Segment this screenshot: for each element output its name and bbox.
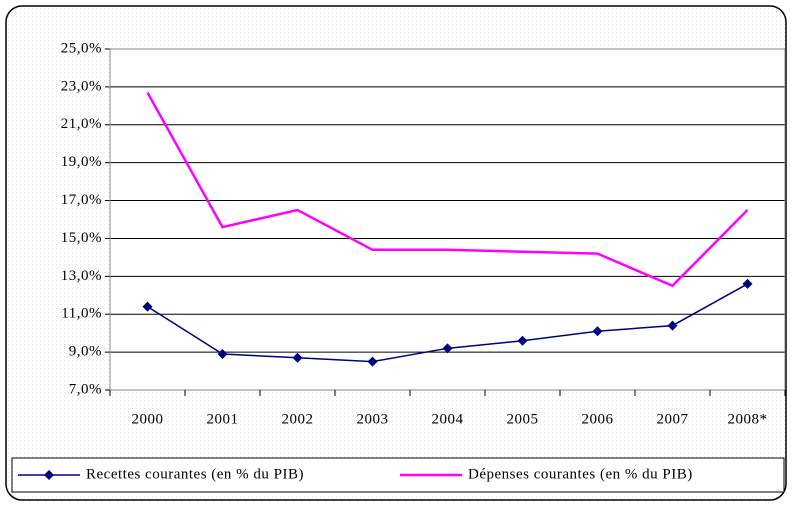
- point-marker: [517, 335, 528, 346]
- y-tick-label: 21,0%: [61, 116, 102, 132]
- point-marker: [142, 301, 153, 312]
- x-tick-label: 2000: [132, 411, 164, 427]
- y-tick-label: 19,0%: [61, 154, 102, 170]
- x-tick-label: 2004: [432, 411, 464, 427]
- plot-area: [110, 49, 785, 390]
- plot-border: [109, 48, 786, 391]
- point-marker: [367, 356, 378, 367]
- point-marker: [217, 349, 228, 360]
- point-marker: [667, 320, 678, 331]
- x-tick-label: 2001: [207, 411, 239, 427]
- y-tick-label: 23,0%: [61, 78, 102, 94]
- legend-marker: [44, 470, 54, 480]
- y-tick-label: 9,0%: [69, 344, 102, 360]
- y-tick-label: 17,0%: [61, 192, 102, 208]
- y-tick-label: 7,0%: [69, 381, 102, 397]
- point-marker: [742, 278, 753, 289]
- y-tick-label: 11,0%: [61, 306, 102, 322]
- x-tick-label: 2007: [657, 411, 689, 427]
- point-marker: [292, 352, 303, 363]
- y-tick-label: 25,0%: [61, 40, 102, 56]
- x-tick-label: 2008*: [728, 411, 768, 427]
- x-tick-label: 2003: [357, 411, 389, 427]
- legend-label: Recettes courantes (en % du PIB): [86, 466, 304, 482]
- point-marker: [592, 326, 603, 337]
- x-tick-label: 2005: [507, 411, 539, 427]
- y-tick-label: 13,0%: [61, 268, 102, 284]
- series-line: [146, 91, 749, 288]
- legend-box: [11, 457, 785, 493]
- point-marker: [442, 343, 453, 354]
- x-tick-label: 2006: [582, 411, 614, 427]
- x-tick-label: 2002: [282, 411, 314, 427]
- legend-label: Dépenses courantes (en % du PIB): [468, 466, 693, 482]
- y-tick-label: 15,0%: [61, 230, 102, 246]
